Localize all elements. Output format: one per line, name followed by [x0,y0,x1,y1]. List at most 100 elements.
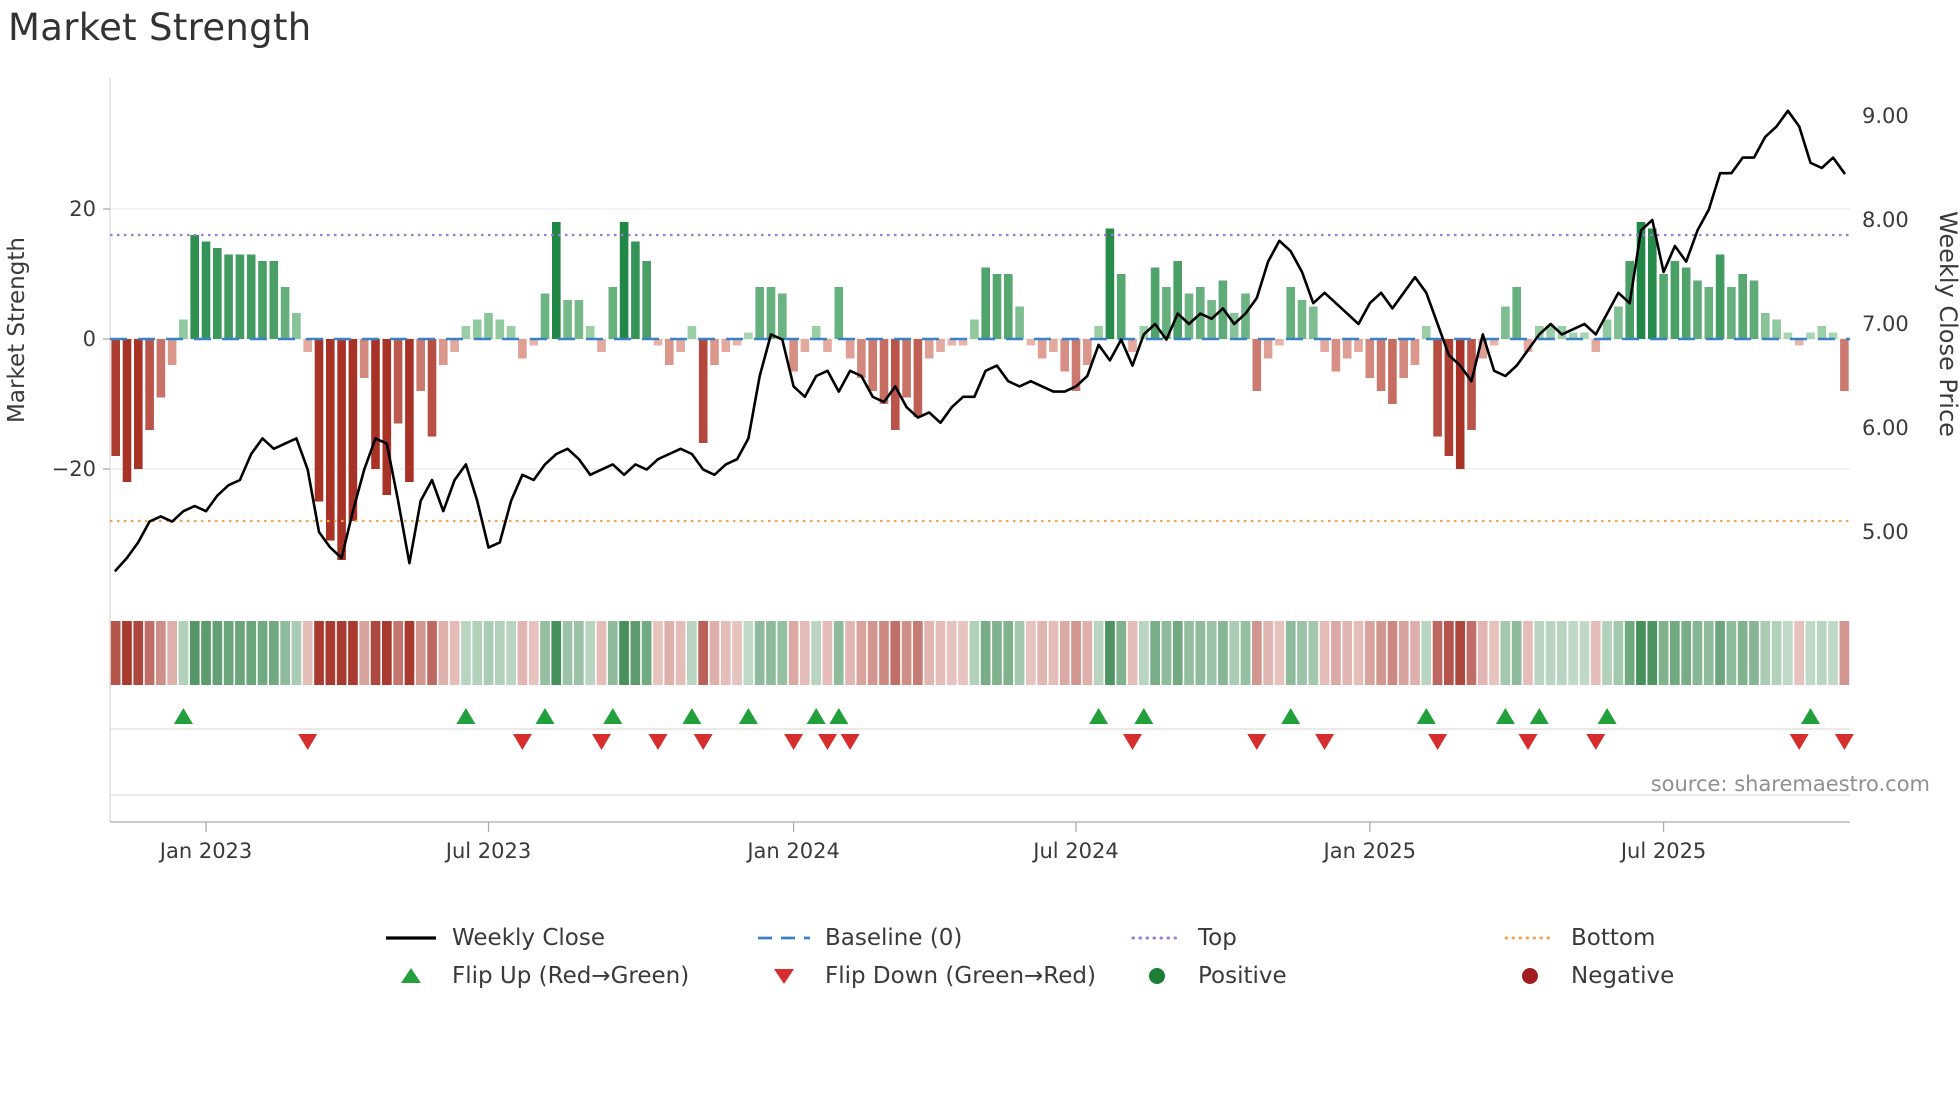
heatmap-cell [867,621,878,685]
legend-label-bottom: Bottom [1571,925,1656,951]
heatmap-cell [1026,621,1036,685]
strength-bar [1015,306,1024,339]
strength-bar [1614,306,1623,339]
strength-bar [1037,339,1047,359]
strength-bar [1071,339,1081,391]
strength-bar [1184,293,1194,339]
strength-bar [868,339,877,391]
flip-down-marker [1834,734,1854,750]
heatmap-cell [1398,621,1409,685]
heatmap-cell [720,621,731,685]
heatmap-cell [1602,621,1612,685]
flip-down-marker [693,734,713,750]
heatmap-cell [1523,621,1533,685]
strength-bar [280,287,290,339]
heatmap-cell [461,621,471,685]
legend-item-positive: Positive [1129,962,1502,990]
heatmap-cell [675,621,686,685]
strength-bar [834,287,844,339]
heatmap-cell [969,621,980,685]
heatmap-cell [1613,621,1624,685]
flip-up-marker [738,708,758,724]
heatmap-cell [1568,621,1578,685]
heatmap-cell [1387,621,1398,685]
heatmap-cell [1116,621,1127,685]
heatmap-cell [1105,621,1115,685]
strength-bar [1749,280,1759,339]
strength-bar [1535,326,1544,339]
strength-bar [1410,339,1420,365]
heatmap-cell [1071,621,1081,685]
strength-bar [778,293,787,339]
flip-down-marker [1247,734,1267,750]
legend-label-baseline: Baseline (0) [825,925,963,951]
strength-bar [1455,339,1465,469]
strength-bar [981,267,990,339]
strength-bar [1772,319,1781,339]
strength-bar [1128,339,1137,352]
heatmap-cell [754,621,765,685]
strength-bar [924,339,934,359]
strength-bar [665,339,674,365]
chart-text: 6.00 [1862,416,1909,440]
strength-bar [405,339,414,482]
flip-up-marker [1416,708,1436,724]
heatmap-cell [777,621,788,685]
strength-bar [371,339,380,469]
strength-bar [1670,261,1680,339]
heatmap-cell [540,621,550,685]
strength-bar [732,339,742,346]
heatmap-cell [913,621,923,685]
flip-down-marker [512,734,532,750]
heatmap-cell [856,621,867,685]
heatmap-cell [1093,621,1104,685]
heatmap-cell [1297,621,1307,685]
heatmap-cell [495,621,505,685]
heatmap-cell [1421,621,1432,685]
strength-bar [382,339,392,495]
heatmap-cell [1511,621,1522,685]
strength-bar [540,293,550,339]
strength-bar [1354,339,1363,352]
strength-bar [1467,339,1476,430]
flip-down-marker [1518,734,1538,750]
strength-bar [563,300,572,339]
heatmap-cell [901,621,912,685]
legend-label-negative: Negative [1571,963,1675,989]
flip-up-marker [456,708,476,724]
heatmap-cell [1489,621,1499,685]
strength-bar [1681,267,1691,339]
heatmap-cell [212,621,223,685]
flip-up-marker [829,708,849,724]
heatmap-cell [1444,621,1454,685]
strength-bar [823,339,832,352]
heatmap-cell [607,621,618,685]
strength-bar [766,287,776,339]
heatmap-cell [562,621,573,685]
heatmap-cell [393,621,403,685]
heatmap-cell [427,621,437,685]
chart-text: Jul 2023 [444,839,531,863]
strength-bar [1150,267,1160,339]
strength-bar [642,261,651,339]
legend-item-flip-up: Flip Up (Red→Green) [383,962,756,990]
strength-bar [314,339,324,502]
strength-bar [179,319,188,339]
strength-bar [518,339,527,359]
strength-bar [122,339,132,482]
strength-bar [891,339,900,430]
strength-bar [258,261,267,339]
strength-bar [755,287,764,339]
strength-bar [721,339,731,352]
heatmap-cell [415,621,426,685]
strength-bar [269,261,279,339]
flip-up-triangle-icon [383,966,439,986]
chart-text: Weekly Close Price [1934,211,1960,437]
heatmap-cell [1082,621,1093,685]
strength-bar [1263,339,1273,359]
strength-bar [1806,332,1815,339]
strength-bar [597,339,606,352]
strength-bar [439,339,448,365]
strength-bar [1648,228,1657,339]
strength-bar [348,339,358,521]
